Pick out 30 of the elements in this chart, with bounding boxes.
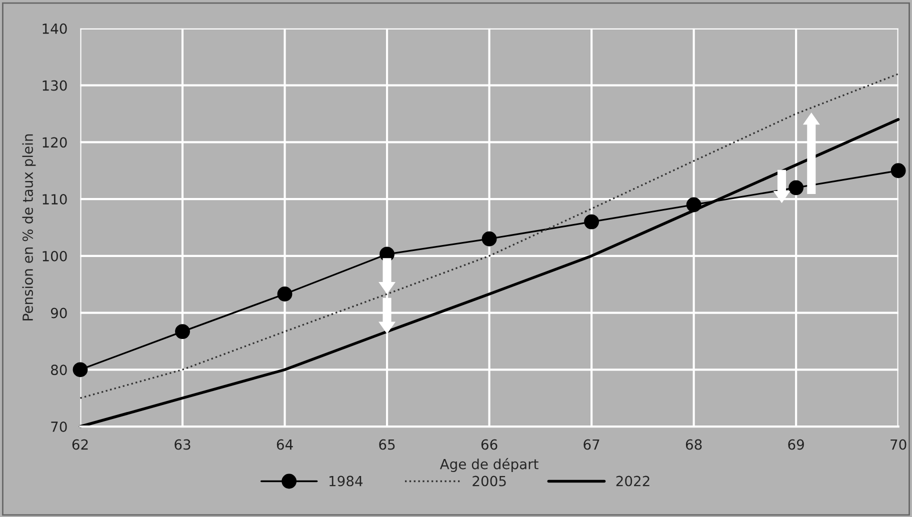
y-tick-label: 110: [42, 194, 67, 205]
legend-label: 2022: [616, 476, 650, 486]
x-tick-label: 66: [481, 439, 498, 450]
point: [277, 286, 292, 302]
y-axis-title: Pension en % de taux plein: [22, 134, 36, 320]
point: [584, 214, 600, 230]
x-tick-label: 63: [174, 439, 190, 450]
x-tick-label: 65: [379, 439, 395, 450]
x-tick-label: 70: [890, 439, 906, 450]
legend-label: 2005: [472, 476, 506, 486]
y-tick-label: 80: [51, 364, 67, 376]
y-tick-label: 90: [50, 308, 67, 318]
point: [175, 324, 190, 340]
x-tick-label: 67: [584, 439, 600, 450]
point: [890, 163, 906, 178]
y-tick-label: 100: [42, 250, 67, 262]
y-tick-label: 70: [51, 421, 67, 432]
x-axis-title: Age de départ: [440, 458, 538, 472]
y-tick-label: 140: [42, 23, 67, 34]
legend-label: 1984: [330, 476, 363, 486]
point: [788, 180, 804, 196]
x-tick-label: 64: [276, 439, 293, 450]
x-tick-label: 69: [788, 439, 804, 450]
point: [72, 362, 88, 378]
point: [482, 231, 497, 246]
x-tick-label: 62: [72, 439, 88, 450]
x-tick-label: 68: [686, 439, 702, 450]
line-series: [79, 73, 900, 399]
y-tick-label: 130: [42, 80, 67, 91]
y-tick-label: 120: [42, 137, 67, 148]
